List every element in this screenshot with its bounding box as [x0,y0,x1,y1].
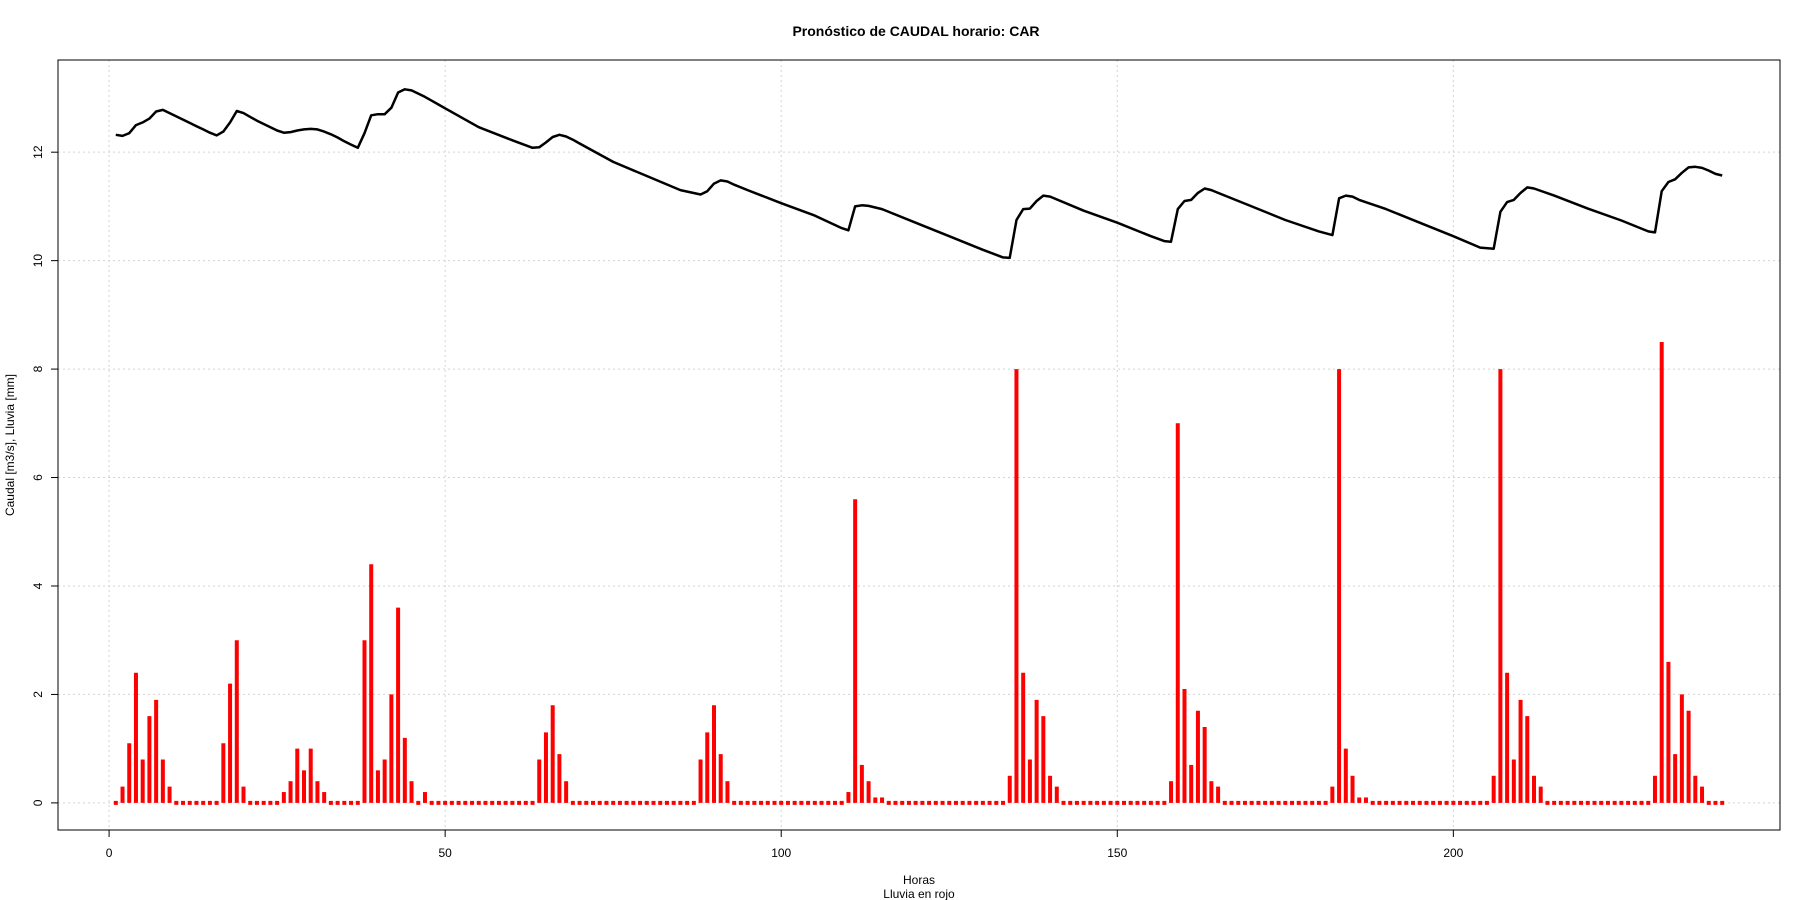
flow-line [115,88,1723,260]
y-tick-label: 8 [31,365,45,372]
x-tick-label: 0 [106,846,113,860]
y-tick-label: 10 [31,254,45,268]
x-axis-label: Horas [903,873,935,887]
y-tick-label: 4 [31,582,45,589]
grid [58,60,1780,830]
x-tick-label: 100 [771,846,791,860]
y-axis: 0 2 4 6 8 10 12 [31,145,58,806]
rain-bars [113,341,1725,805]
flow-line-group [115,88,1723,260]
y-tick-label: 2 [31,691,45,698]
y-axis-label: Caudal [m3/s], Lluvia [mm] [3,374,17,516]
plot-area [57,59,1781,831]
x-tick-label: 200 [1443,846,1463,860]
x-tick-label: 50 [438,846,452,860]
x-axis: 0 50 100 150 200 [106,830,1464,860]
chart-title: Pronóstico de CAUDAL horario: CAR [792,23,1039,39]
x-axis-sublabel: Lluvia en rojo [883,887,955,900]
y-tick-label: 6 [31,474,45,481]
y-tick-label: 12 [31,145,45,159]
y-tick-label: 0 [31,799,45,806]
x-tick-label: 150 [1107,846,1127,860]
